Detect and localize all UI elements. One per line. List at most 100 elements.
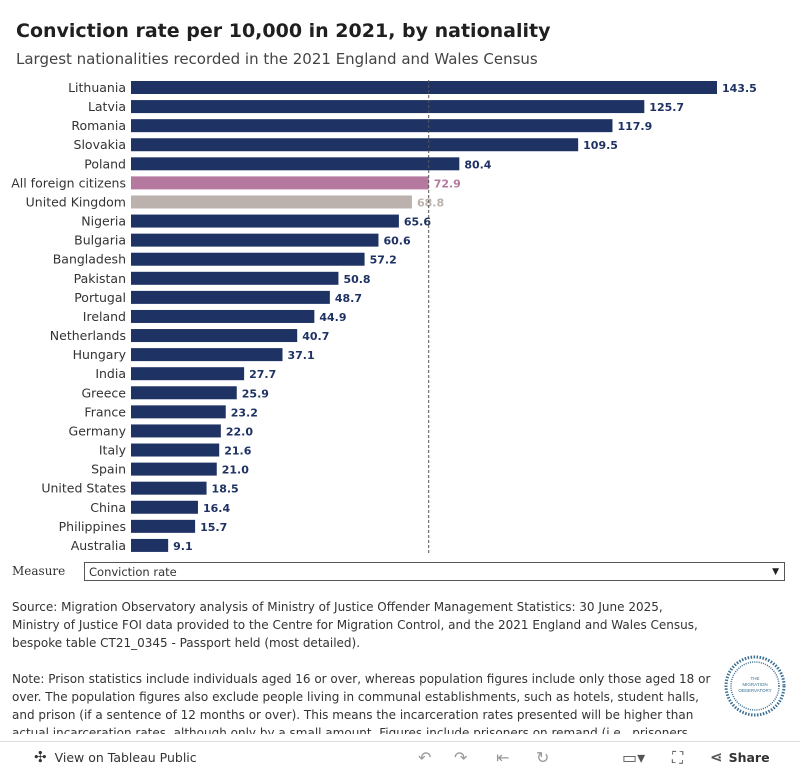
bar[interactable] — [131, 138, 579, 152]
value-label: 25.9 — [242, 387, 269, 400]
category-label: Spain — [91, 462, 126, 477]
category-label: Greece — [82, 385, 127, 400]
bar[interactable] — [131, 100, 645, 114]
category-label: Italy — [99, 443, 127, 458]
note-container[interactable]: Note: Prison statistics include individu… — [12, 670, 712, 734]
value-label: 37.1 — [288, 349, 315, 362]
category-label: Bangladesh — [53, 252, 126, 267]
value-label: 40.7 — [302, 330, 329, 343]
value-label: 22.0 — [226, 425, 253, 438]
value-label: 27.7 — [249, 368, 276, 381]
category-label: Slovakia — [74, 137, 126, 152]
migration-observatory-logo: THE MIGRATION OBSERVATORY — [724, 655, 786, 717]
bar[interactable] — [131, 157, 460, 171]
share-icon: ⋖ — [710, 748, 723, 766]
bar[interactable] — [131, 367, 245, 381]
value-label: 57.2 — [370, 254, 397, 267]
value-label: 68.8 — [417, 196, 444, 209]
bar[interactable] — [131, 538, 169, 552]
value-label: 109.5 — [583, 139, 618, 152]
value-label: 21.6 — [224, 445, 251, 458]
value-label: 125.7 — [649, 101, 684, 114]
category-label: Romania — [71, 118, 126, 133]
category-label: Netherlands — [50, 328, 126, 343]
bar[interactable] — [131, 176, 429, 190]
value-label: 9.1 — [173, 540, 193, 553]
value-label: 50.8 — [343, 273, 370, 286]
svg-text:THE: THE — [751, 676, 760, 681]
value-label: 44.9 — [319, 311, 346, 324]
category-label: Ireland — [83, 309, 126, 324]
value-label: 18.5 — [212, 483, 239, 496]
category-label: Australia — [71, 538, 126, 553]
category-label: All foreign citizens — [11, 175, 126, 190]
bar[interactable] — [131, 462, 217, 476]
category-label: India — [95, 366, 126, 381]
value-label: 143.5 — [722, 82, 757, 95]
bar[interactable] — [131, 214, 399, 228]
note-text: Note: Prison statistics include individu… — [12, 672, 711, 734]
value-label: 15.7 — [200, 521, 227, 534]
svg-text:OBSERVATORY: OBSERVATORY — [738, 688, 771, 693]
bar[interactable] — [131, 233, 379, 247]
bar[interactable] — [131, 443, 220, 457]
svg-text:MIGRATION: MIGRATION — [742, 682, 767, 687]
value-label: 21.0 — [222, 464, 249, 477]
bar[interactable] — [131, 329, 298, 343]
category-label: United Kingdom — [26, 194, 126, 209]
bar[interactable] — [131, 309, 315, 323]
category-label: Poland — [84, 156, 126, 171]
fullscreen-icon[interactable]: ⛶ — [672, 748, 684, 767]
bar[interactable] — [131, 348, 283, 362]
category-label: France — [84, 404, 126, 419]
value-label: 80.4 — [464, 158, 491, 171]
measure-label: Measure — [12, 564, 66, 578]
bar[interactable] — [131, 290, 330, 304]
bar[interactable] — [131, 481, 207, 495]
category-label: Germany — [69, 423, 127, 438]
tableau-toolbar: ✣ View on Tableau Public ↶ ↷ ⇤ ↻ ▭▾ ⛶ ⋖ … — [0, 741, 800, 771]
value-label: 72.9 — [434, 177, 461, 190]
value-label: 16.4 — [203, 502, 230, 515]
bar[interactable] — [131, 500, 198, 514]
category-label: United States — [41, 481, 126, 496]
bar[interactable] — [131, 81, 717, 94]
share-label: Share — [728, 749, 770, 765]
comment-icon[interactable]: ▭▾ — [622, 748, 646, 767]
bar[interactable] — [131, 405, 226, 419]
bar[interactable] — [131, 195, 412, 209]
undo-icon[interactable]: ↶ — [418, 748, 432, 767]
value-label: 48.7 — [335, 292, 362, 305]
value-label: 23.2 — [231, 406, 258, 419]
redo-icon[interactable]: ↷ — [454, 748, 468, 767]
category-label: Latvia — [88, 99, 126, 114]
value-label: 60.6 — [383, 235, 410, 248]
source-text: Source: Migration Observatory analysis o… — [12, 600, 698, 650]
bar[interactable] — [131, 519, 196, 533]
bar[interactable] — [131, 252, 365, 266]
revert-icon[interactable]: ⇤ — [496, 748, 510, 767]
share-button[interactable]: ⋖ Share — [710, 748, 770, 766]
tableau-icon: ✣ — [34, 748, 47, 766]
chevron-down-icon: ▼ — [772, 567, 779, 577]
bar[interactable] — [131, 119, 613, 133]
chart-subtitle: Largest nationalities recorded in the 20… — [16, 50, 538, 68]
category-label: Bulgaria — [74, 233, 126, 248]
bar-chart: Lithuania 143.5 Latvia 125.7 Romania 117.9 Slo… — [11, 80, 757, 554]
category-label: Lithuania — [68, 80, 126, 95]
category-label: Hungary — [73, 347, 127, 362]
forward-icon[interactable]: ↻ — [536, 748, 550, 767]
category-label: Pakistan — [74, 271, 126, 286]
bar[interactable] — [131, 386, 237, 400]
measure-dropdown[interactable]: Conviction rate ▼ — [84, 562, 785, 581]
view-on-tableau-label: View on Tableau Public — [54, 749, 197, 765]
measure-selected-value: Conviction rate — [89, 565, 177, 579]
chart-title: Conviction rate per 10,000 in 2021, by n… — [16, 20, 551, 42]
view-on-tableau-link[interactable]: ✣ View on Tableau Public — [34, 748, 197, 766]
category-label: Philippines — [59, 519, 126, 534]
category-label: Nigeria — [81, 214, 126, 229]
category-label: China — [90, 500, 126, 515]
bar[interactable] — [131, 424, 221, 438]
value-label: 117.9 — [617, 120, 652, 133]
bar[interactable] — [131, 271, 339, 285]
